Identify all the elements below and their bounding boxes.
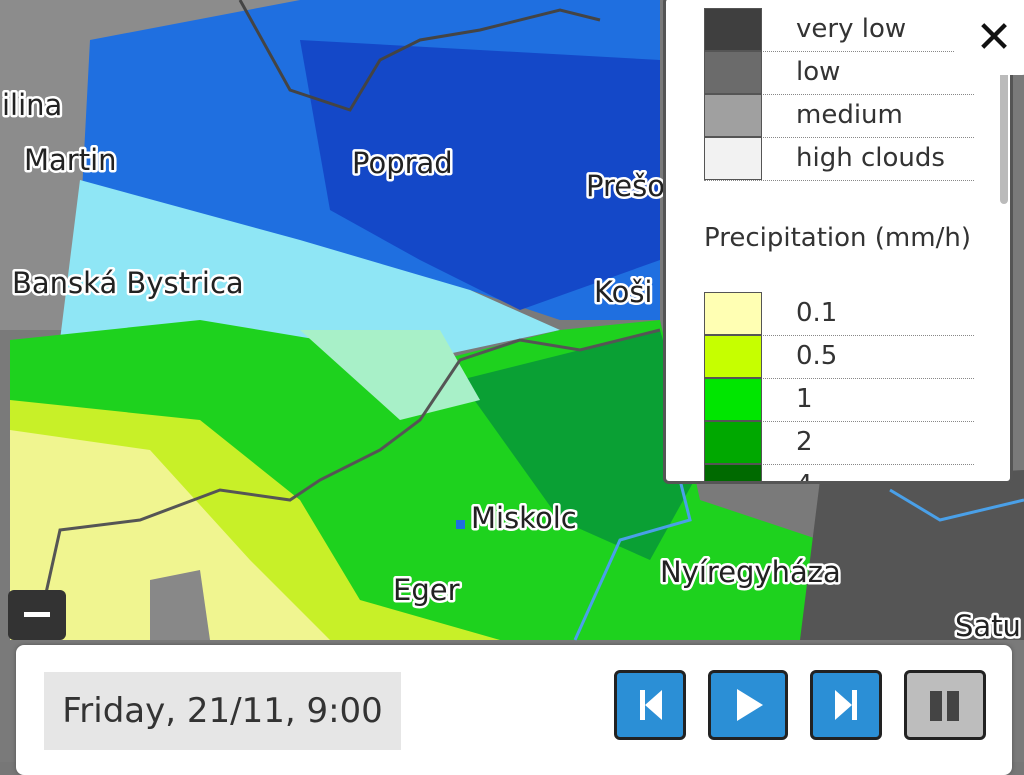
place-label: Prešo [586, 169, 665, 203]
place-label: Koši [594, 275, 652, 309]
scrollbar[interactable] [1000, 0, 1008, 204]
legend-row: 1 [704, 378, 974, 422]
place-label: Satu [955, 609, 1021, 643]
legend-label: 0.1 [796, 298, 838, 328]
legend-label: medium [796, 100, 903, 130]
legend-label: 4 [796, 470, 813, 481]
legend-row: 0.1 [704, 292, 974, 336]
pause-button[interactable] [904, 670, 986, 740]
legend-label: high clouds [796, 143, 945, 173]
place-label: Martin [24, 143, 117, 177]
legend-label: 0.5 [796, 341, 838, 371]
zoom-out-button[interactable] [8, 590, 66, 640]
previous-button[interactable] [614, 670, 686, 740]
next-button[interactable] [810, 670, 882, 740]
play-button[interactable] [708, 670, 788, 740]
place-label: Banská Bystrica [12, 266, 244, 300]
legend-row: very low [704, 8, 974, 52]
legend-label: very low [796, 14, 907, 44]
place-label: Poprad [352, 146, 453, 180]
date-display: Friday, 21/11, 9:00 [44, 672, 401, 750]
legend-title: Precipitation (mm/h) [704, 223, 971, 253]
legend-row: 0.5 [704, 335, 974, 379]
legend-label: 2 [796, 427, 813, 457]
legend-row: 2 [704, 421, 974, 465]
place-label: Nyíregyháza [660, 555, 841, 589]
legend-row: 4 [704, 464, 974, 481]
legend-row: low [704, 51, 974, 95]
place-label: Miskolc [471, 501, 577, 535]
legend-label: 1 [796, 384, 813, 414]
legend-row: medium [704, 94, 974, 138]
place-label: ilina [2, 88, 62, 122]
control-bar: Friday, 21/11, 9:00 [16, 645, 1012, 775]
close-button[interactable]: ✕ [954, 0, 1024, 75]
legend-panel: very low low medium high clouds Precipit… [663, 0, 1013, 484]
place-label: Eger [393, 573, 460, 607]
legend-label: low [796, 57, 841, 87]
legend-row: high clouds [704, 137, 974, 181]
